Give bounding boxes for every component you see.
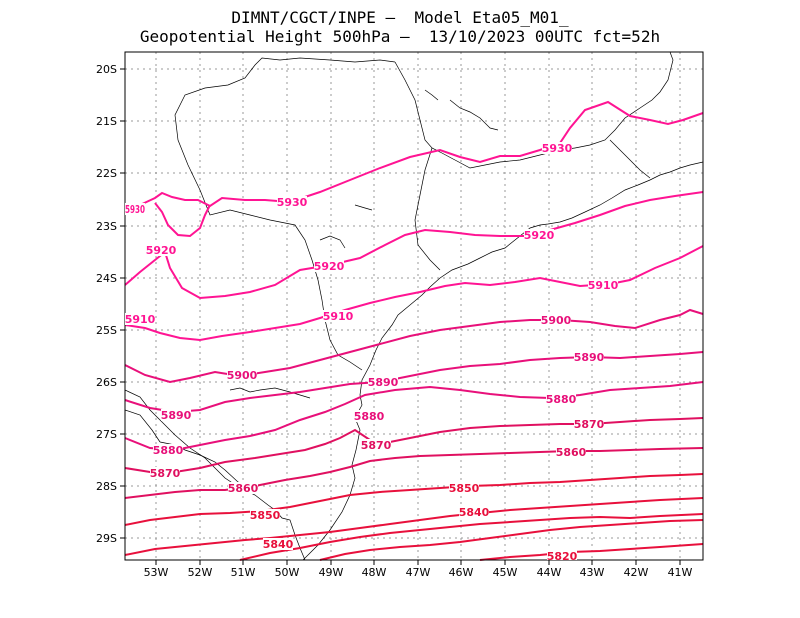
contour-label: 5890 (161, 409, 192, 422)
axis-ticks (120, 68, 681, 565)
contour-label: 5850 (449, 482, 480, 495)
contour-label: 5880 (153, 444, 184, 457)
contour-label: 5880 (546, 393, 577, 406)
contour-label: 5820 (547, 550, 578, 563)
contour-label: 5870 (574, 418, 605, 431)
y-tick-label: 24S (96, 272, 117, 285)
contour-label: 5920 (524, 229, 555, 242)
x-tick-label: 43W (580, 566, 605, 579)
contour-label: 5920 (146, 244, 177, 257)
y-tick-label: 29S (96, 532, 117, 545)
x-tick-label: 51W (231, 566, 256, 579)
y-tick-label: 20S (96, 63, 117, 76)
lat-lon-grid (125, 52, 703, 560)
x-tick-label: 50W (275, 566, 300, 579)
x-tick-label: 47W (406, 566, 431, 579)
contour-label: 5900 (227, 369, 258, 382)
contour-label: 5860 (556, 446, 587, 459)
contour-label: 5860 (228, 482, 259, 495)
y-tick-label: 26S (96, 376, 117, 389)
contour-label: 5910 (588, 279, 619, 292)
chart-title-line1: DIMNT/CGCT/INPE – Model Eta05_M01_ (231, 8, 569, 27)
y-tick-label: 27S (96, 428, 117, 441)
x-axis-labels: 53W 52W 51W 50W 49W 48W 47W 46W 45W 44W … (144, 566, 693, 579)
x-tick-label: 52W (188, 566, 213, 579)
contour-label: 5840 (263, 538, 294, 551)
x-tick-label: 41W (668, 566, 693, 579)
chart-title-line2: Geopotential Height 500hPa – 13/10/2023 … (139, 27, 661, 46)
x-tick-label: 53W (144, 566, 169, 579)
contour-label: 5930 (542, 142, 573, 155)
y-tick-label: 28S (96, 480, 117, 493)
contour-label: 5910 (323, 310, 354, 323)
contour-label: 5900 (541, 314, 572, 327)
contour-label: 5920 (314, 260, 345, 273)
y-tick-label: 25S (96, 324, 117, 337)
contour-label: 5930 (277, 196, 308, 209)
x-tick-label: 45W (493, 566, 518, 579)
map-frame (124, 51, 704, 561)
contour-label: 5870 (361, 439, 392, 452)
contour-label: 5840 (459, 506, 490, 519)
contour-label: 5890 (574, 351, 605, 364)
geopotential-contours (124, 100, 704, 561)
y-tick-label: 22S (96, 167, 117, 180)
contour-label: 5870 (150, 467, 181, 480)
x-tick-label: 44W (537, 566, 562, 579)
x-tick-label: 46W (449, 566, 474, 579)
coastline-borders (124, 51, 704, 561)
contour-label: 5910 (125, 313, 156, 326)
y-tick-label: 21S (96, 115, 117, 128)
x-tick-label: 49W (319, 566, 344, 579)
contour-label: 5890 (368, 376, 399, 389)
contour-label: 5850 (250, 509, 281, 522)
contour-label: 5880 (354, 410, 385, 423)
x-tick-label: 42W (624, 566, 649, 579)
contour-label: 5930 (125, 203, 145, 216)
y-axis-labels: 20S 21S 22S 23S 24S 25S 26S 27S 28S 29S (96, 63, 117, 545)
x-tick-label: 48W (362, 566, 387, 579)
y-tick-label: 23S (96, 220, 117, 233)
contour-labels: 5930 5930 5930 5930 5920 5920 5920 5910 … (125, 142, 619, 563)
